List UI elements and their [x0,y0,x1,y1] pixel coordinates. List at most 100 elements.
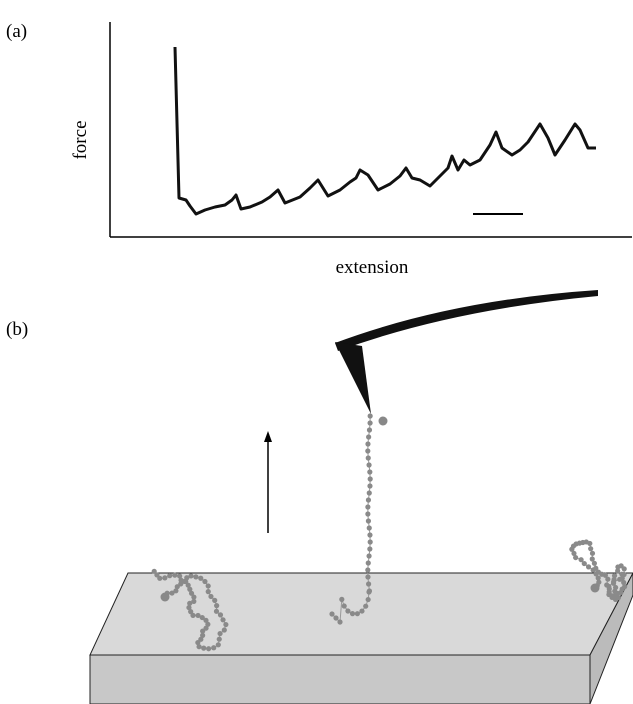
monomer [605,576,611,582]
monomer [365,574,371,580]
substrate-top [89,572,633,656]
monomer [200,628,206,634]
y-axis-label: force [70,120,91,159]
monomer [366,553,372,559]
monomer [595,575,601,581]
monomer [354,611,360,617]
monomer [341,603,347,609]
monomer [188,573,194,579]
x-axis-label: extension [336,257,409,278]
monomer [611,576,617,583]
monomer [589,556,595,562]
monomer [185,582,191,588]
monomer [366,490,372,496]
monomer [217,630,223,637]
monomer [621,571,627,578]
monomer [216,636,222,642]
monomer [191,594,197,600]
monomer [589,550,596,556]
monomer [366,525,372,531]
tip [335,342,371,414]
monomer [366,427,373,433]
monomer [349,611,356,617]
monomer [213,608,220,614]
monomer [174,584,180,590]
monomer [587,540,593,547]
substrate-front [89,654,591,704]
monomer [191,598,197,604]
monomer [611,573,618,579]
monomer [615,568,621,574]
monomer [151,568,157,574]
monomer [329,611,335,617]
monomer [593,565,599,571]
panel-label: (a) [6,21,27,42]
monomer [162,575,168,581]
monomer [345,608,351,614]
monomer [199,614,205,621]
cantilever [335,290,598,351]
monomer [365,560,371,566]
monomer [367,413,373,419]
monomer [367,420,373,426]
monomer [217,612,224,618]
monomer [178,581,184,587]
monomer [339,596,345,602]
monomer [183,578,189,585]
monomer [203,617,209,623]
monomer [187,600,193,606]
monomer [363,603,369,609]
monomer [367,469,373,475]
monomer [198,636,204,642]
monomer [195,612,201,619]
end-bead [160,592,170,602]
monomer [621,566,627,572]
monomer [196,644,202,650]
monomer [214,603,220,609]
monomer [212,597,218,603]
monomer [621,579,627,586]
monomer [187,586,193,592]
monomer [365,518,372,524]
monomer [367,476,373,482]
monomer [365,497,372,503]
monomer [220,617,226,623]
monomer [602,572,608,578]
monomer [578,557,584,563]
monomer [622,584,628,590]
monomer [359,608,365,614]
monomer [223,621,229,628]
monomer [571,550,577,557]
monomer [202,578,208,585]
monomer [167,573,173,579]
monomer [169,590,175,596]
monomer [177,573,183,579]
arrow-head [264,431,272,442]
monomer [205,621,211,627]
polymer-chains [151,413,628,652]
monomer [610,580,617,586]
monomer [154,572,160,578]
monomer [365,455,371,461]
monomer [198,575,204,581]
substrate-side [589,572,633,704]
monomer [581,560,587,567]
monomer [367,532,373,538]
monomer [208,593,214,600]
end-bead [378,416,388,426]
monomer [211,645,217,651]
monomer [205,583,211,589]
force-trace [173,46,596,216]
monomer [366,581,372,587]
monomer [591,560,597,566]
monomer [366,589,372,595]
monomer [201,645,207,651]
monomer [365,596,371,603]
monomer [337,619,343,625]
monomer [588,546,594,552]
monomer [612,592,618,598]
monomer [367,539,373,545]
panel-label: (b) [6,319,28,340]
monomer [190,612,196,618]
